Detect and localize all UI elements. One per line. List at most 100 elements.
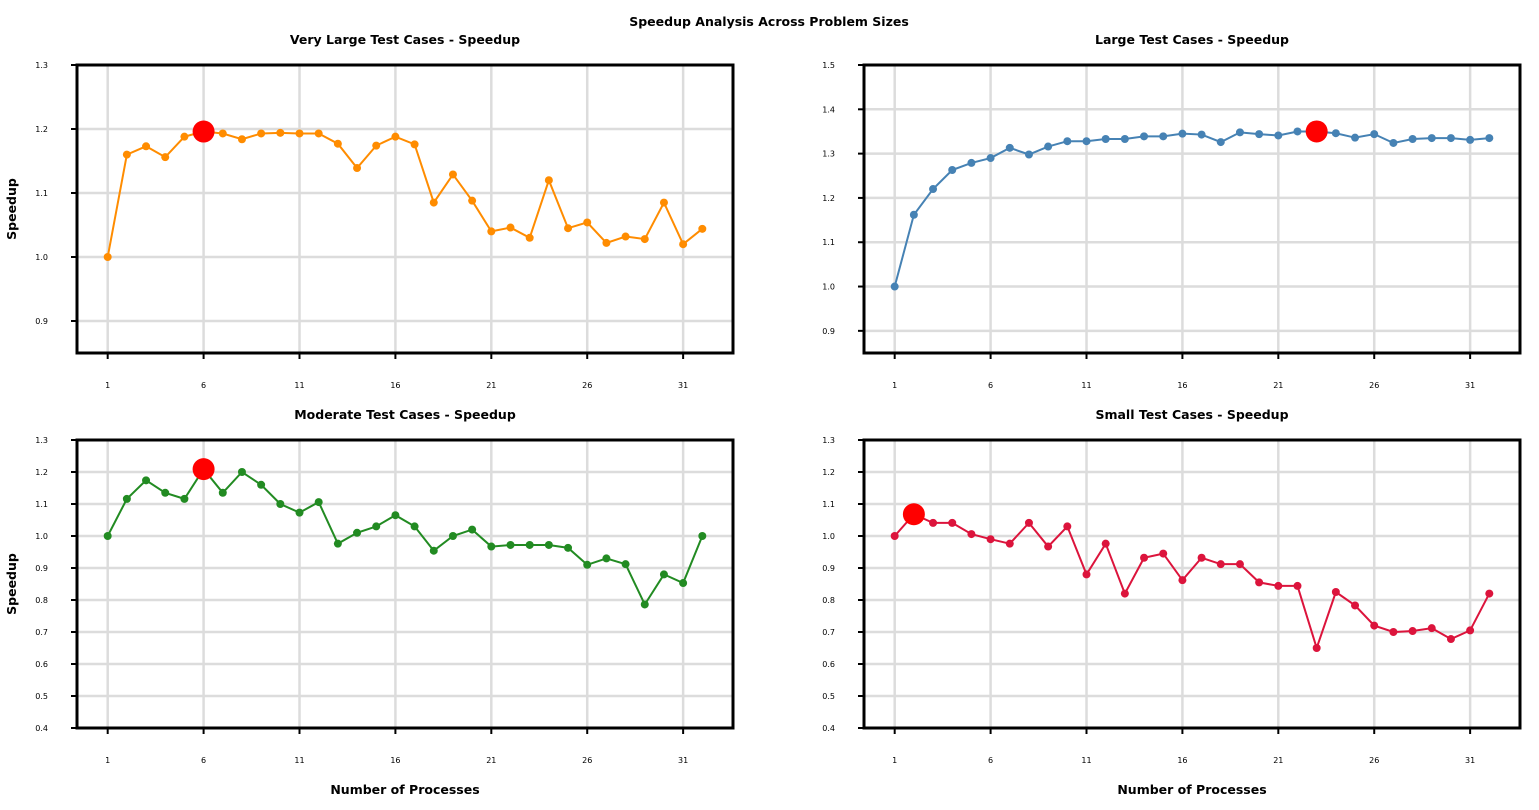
y-tick-label: 0.9: [822, 327, 835, 336]
data-point: [1389, 628, 1398, 636]
data-point: [1293, 127, 1302, 136]
x-tick-label: 6: [988, 756, 993, 765]
y-tick-label: 1.2: [35, 468, 48, 477]
data-point: [237, 135, 246, 144]
y-tick-label: 0.6: [35, 660, 48, 669]
data-point: [468, 525, 477, 534]
x-axis-label: Number of Processes: [330, 782, 479, 797]
data-point: [1235, 560, 1244, 569]
data-point: [1408, 627, 1417, 636]
data-point: [929, 518, 938, 527]
x-tick-label: 1: [105, 381, 110, 390]
y-axis-label: Speedup: [4, 553, 19, 615]
x-tick-label: 6: [988, 381, 993, 390]
y-tick-label: 1.2: [822, 194, 835, 203]
x-tick-label: 16: [390, 756, 400, 765]
data-point: [640, 235, 649, 244]
data-point: [276, 500, 285, 508]
data-point: [103, 532, 112, 540]
data-point: [659, 570, 668, 579]
x-tick-label: 6: [201, 756, 206, 765]
data-point: [1178, 129, 1187, 138]
data-point: [1140, 132, 1149, 141]
max-speedup-marker: [1305, 120, 1328, 143]
data-point: [1274, 581, 1283, 590]
data-point: [659, 198, 668, 207]
data-point: [1140, 553, 1149, 562]
y-tick-label: 0.7: [35, 628, 48, 637]
x-tick-label: 11: [1081, 756, 1091, 765]
data-point: [640, 600, 649, 609]
data-point: [1044, 542, 1053, 551]
data-point: [1446, 635, 1455, 644]
y-tick-label: 0.7: [822, 628, 835, 637]
x-axis-label: Number of Processes: [1117, 782, 1266, 797]
y-tick-label: 1.0: [35, 253, 48, 262]
y-tick-label: 1.3: [822, 150, 835, 159]
y-tick-label: 0.8: [35, 596, 48, 605]
figure-title: Speedup Analysis Across Problem Sizes: [629, 14, 909, 29]
data-point: [429, 198, 438, 207]
y-tick-label: 0.4: [35, 724, 48, 733]
data-point: [929, 185, 938, 194]
y-tick-label: 1.3: [822, 436, 835, 445]
data-point: [1044, 142, 1053, 151]
data-point: [1466, 626, 1475, 635]
y-tick-label: 1.1: [35, 189, 48, 198]
x-tick-label: 11: [1081, 381, 1091, 390]
y-tick-label: 1.2: [822, 468, 835, 477]
data-point: [1331, 129, 1340, 138]
plot-frame: [862, 63, 1522, 355]
data-point: [1216, 138, 1225, 147]
data-point: [353, 528, 362, 537]
data-point: [1446, 134, 1455, 143]
data-point: [1197, 130, 1206, 139]
data-point: [679, 579, 688, 588]
y-tick-label: 0.6: [822, 660, 835, 669]
data-point: [986, 154, 995, 163]
data-point: [1024, 518, 1033, 527]
data-point: [890, 532, 899, 540]
data-point: [967, 530, 976, 539]
data-point: [1351, 601, 1360, 610]
data-point: [1466, 135, 1475, 144]
y-tick-label: 0.5: [822, 692, 835, 701]
data-point: [218, 129, 227, 138]
data-point: [1005, 539, 1014, 548]
data-point: [1063, 522, 1072, 531]
y-tick-label: 0.8: [822, 596, 835, 605]
y-tick-label: 1.1: [822, 238, 835, 247]
max-speedup-marker: [902, 503, 925, 526]
x-tick-label: 31: [678, 756, 688, 765]
x-tick-label: 31: [678, 381, 688, 390]
y-axis-label: Speedup: [4, 178, 19, 240]
data-point: [1159, 549, 1168, 558]
data-point: [1197, 553, 1206, 562]
data-point: [410, 140, 419, 149]
x-tick-label: 1: [892, 756, 897, 765]
x-tick-label: 26: [582, 381, 592, 390]
data-point: [1370, 621, 1379, 630]
data-point: [1331, 588, 1340, 596]
y-tick-label: 1.0: [822, 283, 835, 292]
y-tick-label: 0.4: [822, 724, 835, 733]
plot-frame: [75, 438, 735, 730]
panel-title: Very Large Test Cases - Speedup: [290, 32, 520, 47]
x-tick-label: 31: [1465, 756, 1475, 765]
data-point: [1427, 624, 1436, 633]
x-tick-label: 21: [1273, 756, 1283, 765]
data-point: [1255, 578, 1264, 587]
x-tick-label: 26: [1369, 381, 1379, 390]
y-tick-label: 0.9: [822, 564, 835, 573]
max-speedup-marker: [192, 458, 215, 481]
data-point: [391, 511, 400, 520]
data-point: [218, 488, 227, 497]
data-point: [237, 468, 246, 476]
data-point: [372, 522, 381, 531]
data-point: [583, 560, 592, 569]
x-tick-label: 21: [486, 381, 496, 390]
data-point: [1389, 138, 1398, 147]
data-point: [161, 153, 170, 162]
data-point: [1005, 143, 1014, 152]
